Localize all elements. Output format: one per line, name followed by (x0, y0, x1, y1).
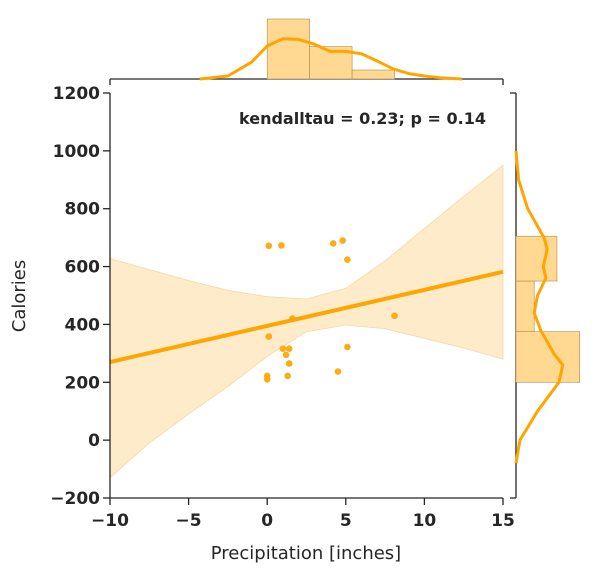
y-tick-label: 200 (65, 373, 101, 393)
data-point-3 (329, 240, 337, 247)
top-hist-bar-1 (266, 18, 310, 80)
x-tick-label: 15 (491, 511, 515, 531)
y-tick-label: 400 (65, 315, 101, 335)
data-point-16 (263, 376, 271, 383)
y-tick-label: 600 (65, 258, 101, 278)
regression-line (109, 269, 504, 364)
confidence-band (109, 164, 504, 479)
data-point-14 (334, 368, 342, 375)
data-point-1 (265, 242, 273, 250)
x-tick-label: 0 (261, 511, 273, 531)
right-hist-bar-2 (515, 280, 535, 332)
data-point-9 (279, 345, 287, 353)
data-point-11 (282, 351, 290, 359)
y-tick-label: 800 (65, 200, 101, 220)
data-point-10 (285, 345, 293, 353)
y-tick-label: 1000 (53, 142, 100, 162)
right-hist-bar-3 (515, 235, 558, 282)
right-marginal-histogram (510, 92, 581, 499)
data-point-13 (344, 343, 351, 351)
data-point-12 (285, 360, 293, 367)
top-hist-bar-3 (351, 69, 395, 80)
x-tick-label: 10 (413, 511, 437, 531)
y-tick-label: 1200 (53, 84, 100, 104)
x-tick-label: −5 (176, 511, 202, 531)
x-tick-label: 5 (340, 511, 352, 531)
data-point-6 (289, 315, 296, 322)
top-marginal-histogram (109, 18, 504, 85)
x-axis-label: Precipitation [inches] (211, 543, 401, 564)
kendalltau-annotation: kendalltau = 0.23; p = 0.14 (239, 109, 486, 128)
data-point-8 (265, 333, 273, 340)
x-tick-label: −10 (91, 511, 129, 531)
y-axis-label: Calories (9, 260, 30, 332)
data-point-4 (339, 237, 346, 244)
right-kde-curve (514, 150, 565, 464)
data-point-5 (344, 256, 351, 263)
data-point-7 (391, 312, 398, 320)
data-point-2 (278, 242, 285, 249)
data-point-17 (284, 372, 291, 380)
y-tick-label: −200 (50, 489, 100, 509)
y-tick-label: 0 (88, 431, 100, 451)
main-plot-area: −10 −5 0 5 10 15 −200 0 200 400 600 800 1000 1200 (50, 84, 515, 531)
top-kde-curve (199, 37, 463, 81)
right-hist-bar-1 (515, 331, 581, 383)
